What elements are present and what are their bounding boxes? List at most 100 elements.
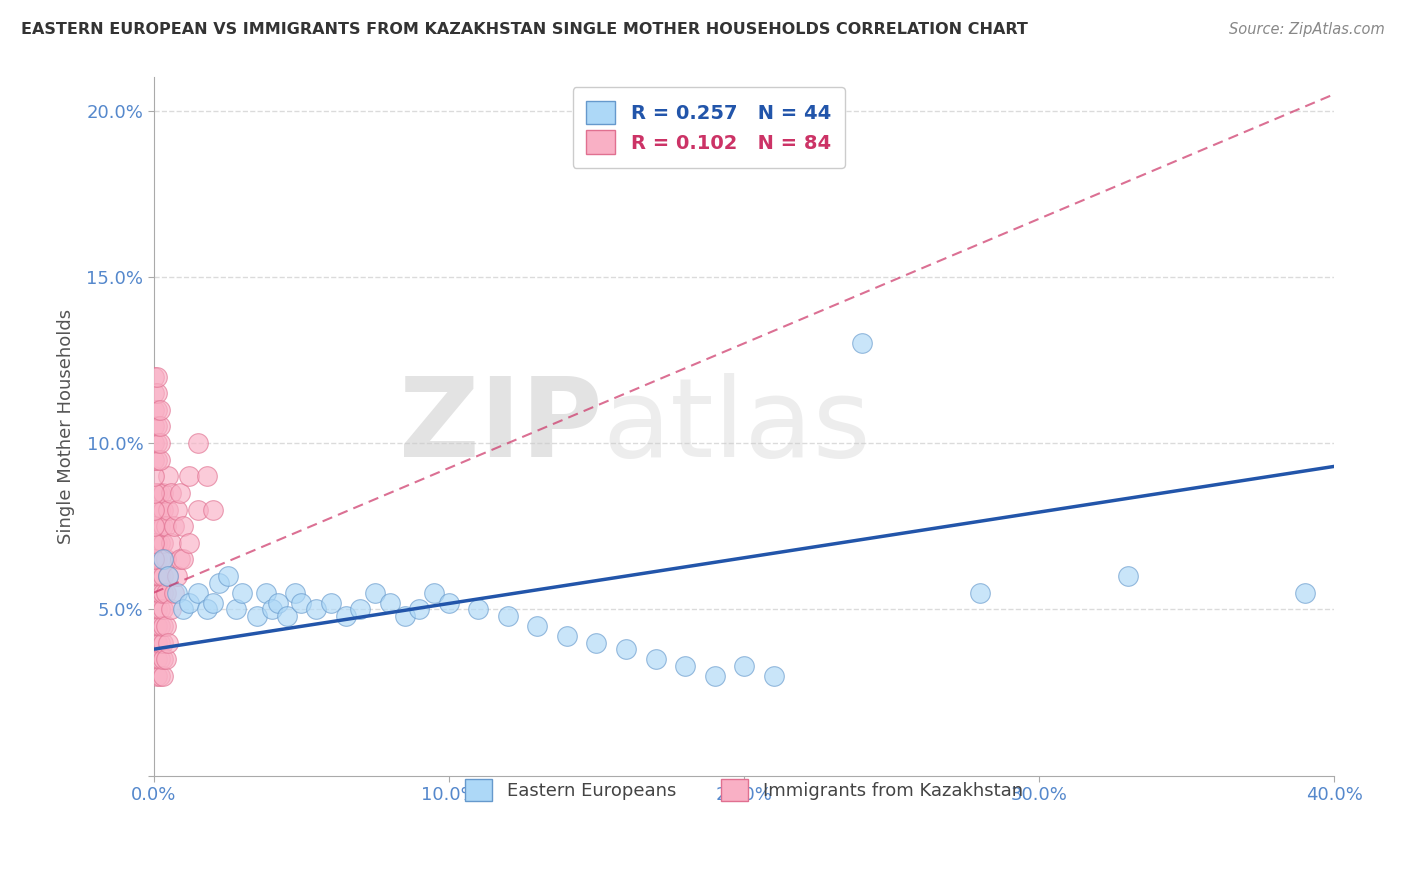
Point xyxy=(378,596,401,610)
Point xyxy=(152,652,174,666)
Point xyxy=(201,596,224,610)
Point xyxy=(319,596,342,610)
Point xyxy=(142,369,165,384)
Point xyxy=(145,635,167,649)
Point xyxy=(145,585,167,599)
Point xyxy=(644,652,666,666)
Point xyxy=(145,419,167,434)
Point xyxy=(187,502,209,516)
Point xyxy=(187,585,209,599)
Point xyxy=(423,585,446,599)
Point xyxy=(703,669,725,683)
Point xyxy=(142,519,165,533)
Point xyxy=(149,569,172,583)
Point xyxy=(335,609,357,624)
Point xyxy=(145,502,167,516)
Point xyxy=(149,452,172,467)
Point xyxy=(142,436,165,450)
Point xyxy=(172,602,194,616)
Point xyxy=(169,552,191,566)
Point xyxy=(145,536,167,550)
Point xyxy=(145,569,167,583)
Point xyxy=(152,552,174,566)
Point xyxy=(142,552,165,566)
Point xyxy=(149,585,172,599)
Point xyxy=(160,486,183,500)
Point xyxy=(166,585,188,599)
Point xyxy=(217,569,239,583)
Point xyxy=(172,552,194,566)
Point xyxy=(201,502,224,516)
Point xyxy=(149,669,172,683)
Point xyxy=(155,619,177,633)
Point xyxy=(145,369,167,384)
Point xyxy=(149,419,172,434)
Point xyxy=(152,552,174,566)
Point xyxy=(437,596,460,610)
Point xyxy=(163,585,186,599)
Point xyxy=(142,402,165,417)
Point xyxy=(149,652,172,666)
Point xyxy=(142,536,165,550)
Point xyxy=(364,585,387,599)
Point xyxy=(145,602,167,616)
Point xyxy=(149,502,172,516)
Point xyxy=(155,652,177,666)
Point xyxy=(157,635,180,649)
Point xyxy=(614,642,637,657)
Point xyxy=(673,658,696,673)
Text: atlas: atlas xyxy=(602,373,870,480)
Point xyxy=(276,609,298,624)
Point xyxy=(142,386,165,401)
Point xyxy=(149,402,172,417)
Point xyxy=(142,419,165,434)
Point xyxy=(733,658,755,673)
Point xyxy=(160,602,183,616)
Point xyxy=(246,609,269,624)
Point xyxy=(526,619,548,633)
Point xyxy=(142,502,165,516)
Point xyxy=(208,575,231,590)
Point xyxy=(157,502,180,516)
Point xyxy=(145,652,167,666)
Point xyxy=(762,669,785,683)
Point xyxy=(260,602,283,616)
Point xyxy=(408,602,430,616)
Point xyxy=(149,536,172,550)
Point xyxy=(145,552,167,566)
Point xyxy=(969,585,991,599)
Text: ZIP: ZIP xyxy=(399,373,602,480)
Point xyxy=(179,469,201,483)
Point xyxy=(152,569,174,583)
Point xyxy=(152,635,174,649)
Point xyxy=(157,569,180,583)
Point xyxy=(152,619,174,633)
Point xyxy=(149,519,172,533)
Point xyxy=(157,569,180,583)
Point xyxy=(496,609,519,624)
Point xyxy=(145,519,167,533)
Point xyxy=(145,436,167,450)
Point xyxy=(145,452,167,467)
Point xyxy=(394,609,416,624)
Point xyxy=(179,596,201,610)
Point xyxy=(152,486,174,500)
Point xyxy=(157,469,180,483)
Point xyxy=(231,585,253,599)
Point xyxy=(349,602,371,616)
Point xyxy=(149,552,172,566)
Point xyxy=(160,536,183,550)
Point xyxy=(195,602,218,616)
Point xyxy=(1294,585,1316,599)
Point xyxy=(152,669,174,683)
Point xyxy=(225,602,247,616)
Point xyxy=(284,585,307,599)
Point xyxy=(149,602,172,616)
Point xyxy=(145,486,167,500)
Point xyxy=(166,569,188,583)
Point xyxy=(152,585,174,599)
Point xyxy=(145,402,167,417)
Point xyxy=(149,635,172,649)
Point xyxy=(266,596,288,610)
Point xyxy=(142,469,165,483)
